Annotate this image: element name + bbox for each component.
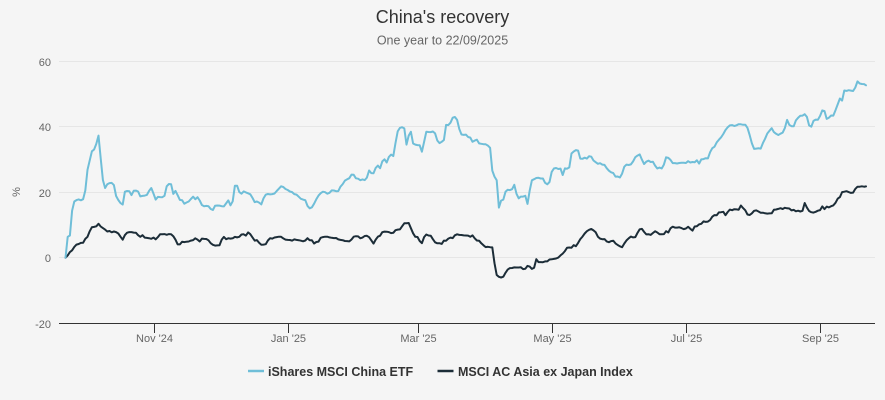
- svg-text:Mar '25: Mar '25: [400, 333, 436, 345]
- svg-text:May '25: May '25: [533, 333, 571, 345]
- svg-text:40: 40: [39, 122, 51, 134]
- svg-text:Jul '25: Jul '25: [671, 333, 702, 345]
- svg-text:20: 20: [39, 188, 51, 200]
- svg-text:60: 60: [39, 57, 51, 69]
- svg-text:MSCI AC Asia ex Japan Index: MSCI AC Asia ex Japan Index: [458, 365, 633, 379]
- svg-text:Sep '25: Sep '25: [802, 333, 839, 345]
- svg-text:Nov '24: Nov '24: [136, 333, 173, 345]
- svg-text:China's recovery: China's recovery: [376, 7, 510, 27]
- svg-text:One year to 22/09/2025: One year to 22/09/2025: [377, 34, 508, 48]
- svg-text:iShares MSCI China ETF: iShares MSCI China ETF: [268, 365, 414, 379]
- svg-text:%: %: [11, 187, 23, 197]
- svg-text:Jan '25: Jan '25: [271, 333, 306, 345]
- svg-text:0: 0: [45, 253, 51, 265]
- svg-text:-20: -20: [35, 319, 51, 331]
